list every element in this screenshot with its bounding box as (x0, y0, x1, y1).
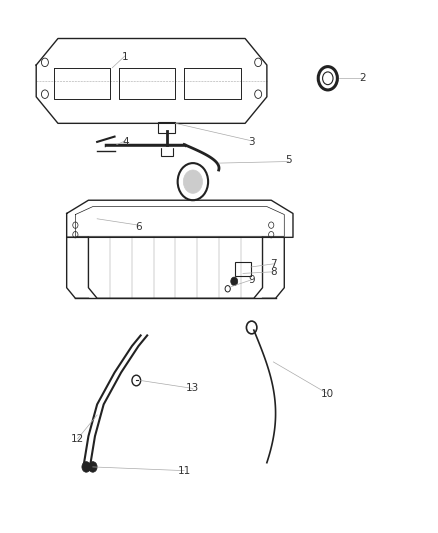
Text: 7: 7 (270, 259, 277, 269)
Circle shape (184, 170, 202, 193)
Text: 12: 12 (71, 434, 84, 444)
Text: 6: 6 (135, 222, 142, 232)
Circle shape (88, 462, 97, 472)
Circle shape (231, 277, 238, 286)
Text: 3: 3 (248, 137, 255, 147)
Text: 8: 8 (270, 267, 277, 277)
Text: 10: 10 (321, 389, 334, 399)
FancyBboxPatch shape (235, 262, 251, 276)
Text: 2: 2 (359, 73, 366, 83)
FancyBboxPatch shape (158, 122, 176, 133)
Text: 1: 1 (122, 52, 129, 62)
Text: 4: 4 (122, 137, 129, 147)
Text: 5: 5 (285, 156, 292, 165)
FancyBboxPatch shape (161, 144, 173, 156)
Circle shape (82, 462, 91, 472)
Text: 9: 9 (248, 274, 255, 285)
Text: 11: 11 (177, 466, 191, 475)
Text: 13: 13 (186, 383, 200, 393)
